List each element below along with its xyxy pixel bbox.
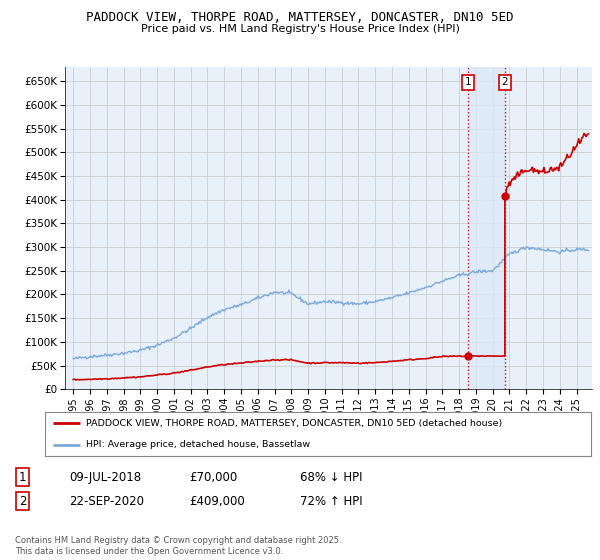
Text: £409,000: £409,000 xyxy=(189,494,245,508)
Text: 2: 2 xyxy=(502,77,508,87)
Text: HPI: Average price, detached house, Bassetlaw: HPI: Average price, detached house, Bass… xyxy=(86,440,310,449)
Text: Contains HM Land Registry data © Crown copyright and database right 2025.
This d: Contains HM Land Registry data © Crown c… xyxy=(15,536,341,556)
Text: 68% ↓ HPI: 68% ↓ HPI xyxy=(300,470,362,484)
Text: PADDOCK VIEW, THORPE ROAD, MATTERSEY, DONCASTER, DN10 5ED (detached house): PADDOCK VIEW, THORPE ROAD, MATTERSEY, DO… xyxy=(86,419,502,428)
Text: Price paid vs. HM Land Registry's House Price Index (HPI): Price paid vs. HM Land Registry's House … xyxy=(140,24,460,34)
Text: 1: 1 xyxy=(19,470,26,484)
Text: 1: 1 xyxy=(464,77,471,87)
Text: 2: 2 xyxy=(19,494,26,508)
Bar xyxy=(468,67,505,389)
Text: PADDOCK VIEW, THORPE ROAD, MATTERSEY, DONCASTER, DN10 5ED: PADDOCK VIEW, THORPE ROAD, MATTERSEY, DO… xyxy=(86,11,514,24)
Text: 09-JUL-2018: 09-JUL-2018 xyxy=(69,470,141,484)
Text: 72% ↑ HPI: 72% ↑ HPI xyxy=(300,494,362,508)
Text: £70,000: £70,000 xyxy=(189,470,237,484)
Text: 22-SEP-2020: 22-SEP-2020 xyxy=(69,494,144,508)
